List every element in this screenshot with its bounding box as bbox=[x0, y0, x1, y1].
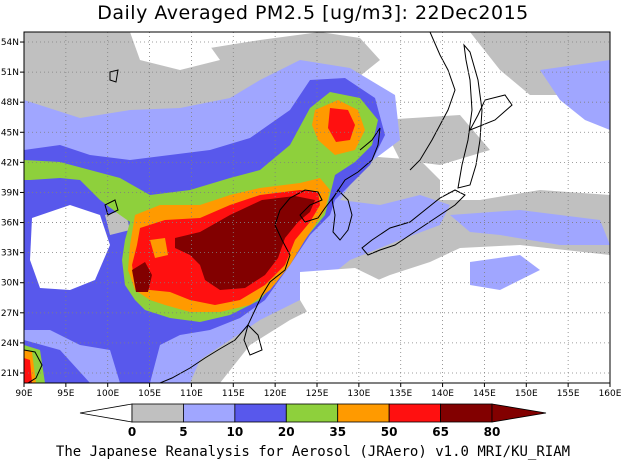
lat-tick-label: 39N bbox=[1, 188, 19, 198]
lon-tick-label: 130E bbox=[347, 389, 370, 399]
lon-tick-label: 135E bbox=[389, 389, 412, 399]
lat-tick-label: 45N bbox=[1, 128, 19, 138]
lon-tick-label: 95E bbox=[57, 389, 74, 399]
figure-title: Daily Averaged PM2.5 [ug/m3]: 22Dec2015 bbox=[97, 2, 529, 24]
colorbar-label: 35 bbox=[329, 425, 346, 439]
lat-tick-label: 33N bbox=[1, 249, 19, 259]
lat-tick-label: 30N bbox=[1, 279, 19, 289]
lon-tick-label: 150E bbox=[515, 389, 538, 399]
colorbar-label: 0 bbox=[128, 425, 136, 439]
credit-line: The Japanese Reanalysis for Aerosol (JRA… bbox=[55, 444, 571, 460]
coastlines bbox=[24, 32, 513, 383]
low-concentration-patches bbox=[30, 205, 390, 330]
colorbar-min-arrow bbox=[79, 403, 133, 423]
lat-tick-label: 54N bbox=[1, 38, 19, 48]
colorbar-segment bbox=[131, 403, 184, 423]
lat-tick-label: 51N bbox=[1, 68, 19, 78]
colorbar-segment bbox=[285, 403, 339, 423]
longitude-axis: 90E 95E 100E 105E 110E 115E 120E 125E 130E 135E 14… bbox=[15, 383, 622, 399]
lon-tick-label: 120E bbox=[264, 389, 287, 399]
colorbar-label: 5 bbox=[179, 425, 187, 439]
map-plot-area bbox=[24, 32, 610, 383]
colorbar: 0 5 10 20 35 50 65 80 bbox=[79, 403, 547, 439]
lat-tick-label: 48N bbox=[1, 98, 19, 108]
lon-tick-label: 125E bbox=[306, 389, 329, 399]
colorbar-segment bbox=[183, 403, 236, 423]
lon-tick-label: 110E bbox=[180, 389, 203, 399]
colorbar-segment bbox=[337, 403, 390, 423]
colorbar-label: 80 bbox=[484, 425, 501, 439]
colorbar-segment bbox=[440, 403, 493, 423]
lat-tick-label: 24N bbox=[1, 339, 19, 349]
colorbar-max-arrow bbox=[491, 403, 547, 423]
lon-tick-label: 140E bbox=[431, 389, 454, 399]
colorbar-label: 50 bbox=[381, 425, 398, 439]
colorbar-label: 20 bbox=[278, 425, 295, 439]
colorbar-label: 10 bbox=[227, 425, 244, 439]
latitude-axis: 21N 24N 27N 30N 33N 36N 39N 42N 45N 48N 51N 54N bbox=[1, 38, 24, 379]
map-gridlines bbox=[24, 32, 610, 383]
lon-tick-label: 105E bbox=[138, 389, 161, 399]
lat-tick-label: 36N bbox=[1, 219, 19, 229]
colorbar-segment bbox=[388, 403, 441, 423]
lon-tick-label: 155E bbox=[557, 389, 580, 399]
lon-tick-label: 115E bbox=[222, 389, 245, 399]
concentration-layer-over-80 bbox=[132, 196, 315, 292]
lat-tick-label: 27N bbox=[1, 309, 19, 319]
lon-tick-label: 160E bbox=[599, 389, 622, 399]
lon-tick-label: 145E bbox=[473, 389, 496, 399]
lat-tick-label: 42N bbox=[1, 158, 19, 168]
lon-tick-label: 100E bbox=[96, 389, 119, 399]
lat-tick-label: 21N bbox=[1, 369, 19, 379]
colorbar-label: 65 bbox=[432, 425, 449, 439]
colorbar-segment bbox=[234, 403, 287, 423]
lon-tick-label: 90E bbox=[15, 389, 32, 399]
